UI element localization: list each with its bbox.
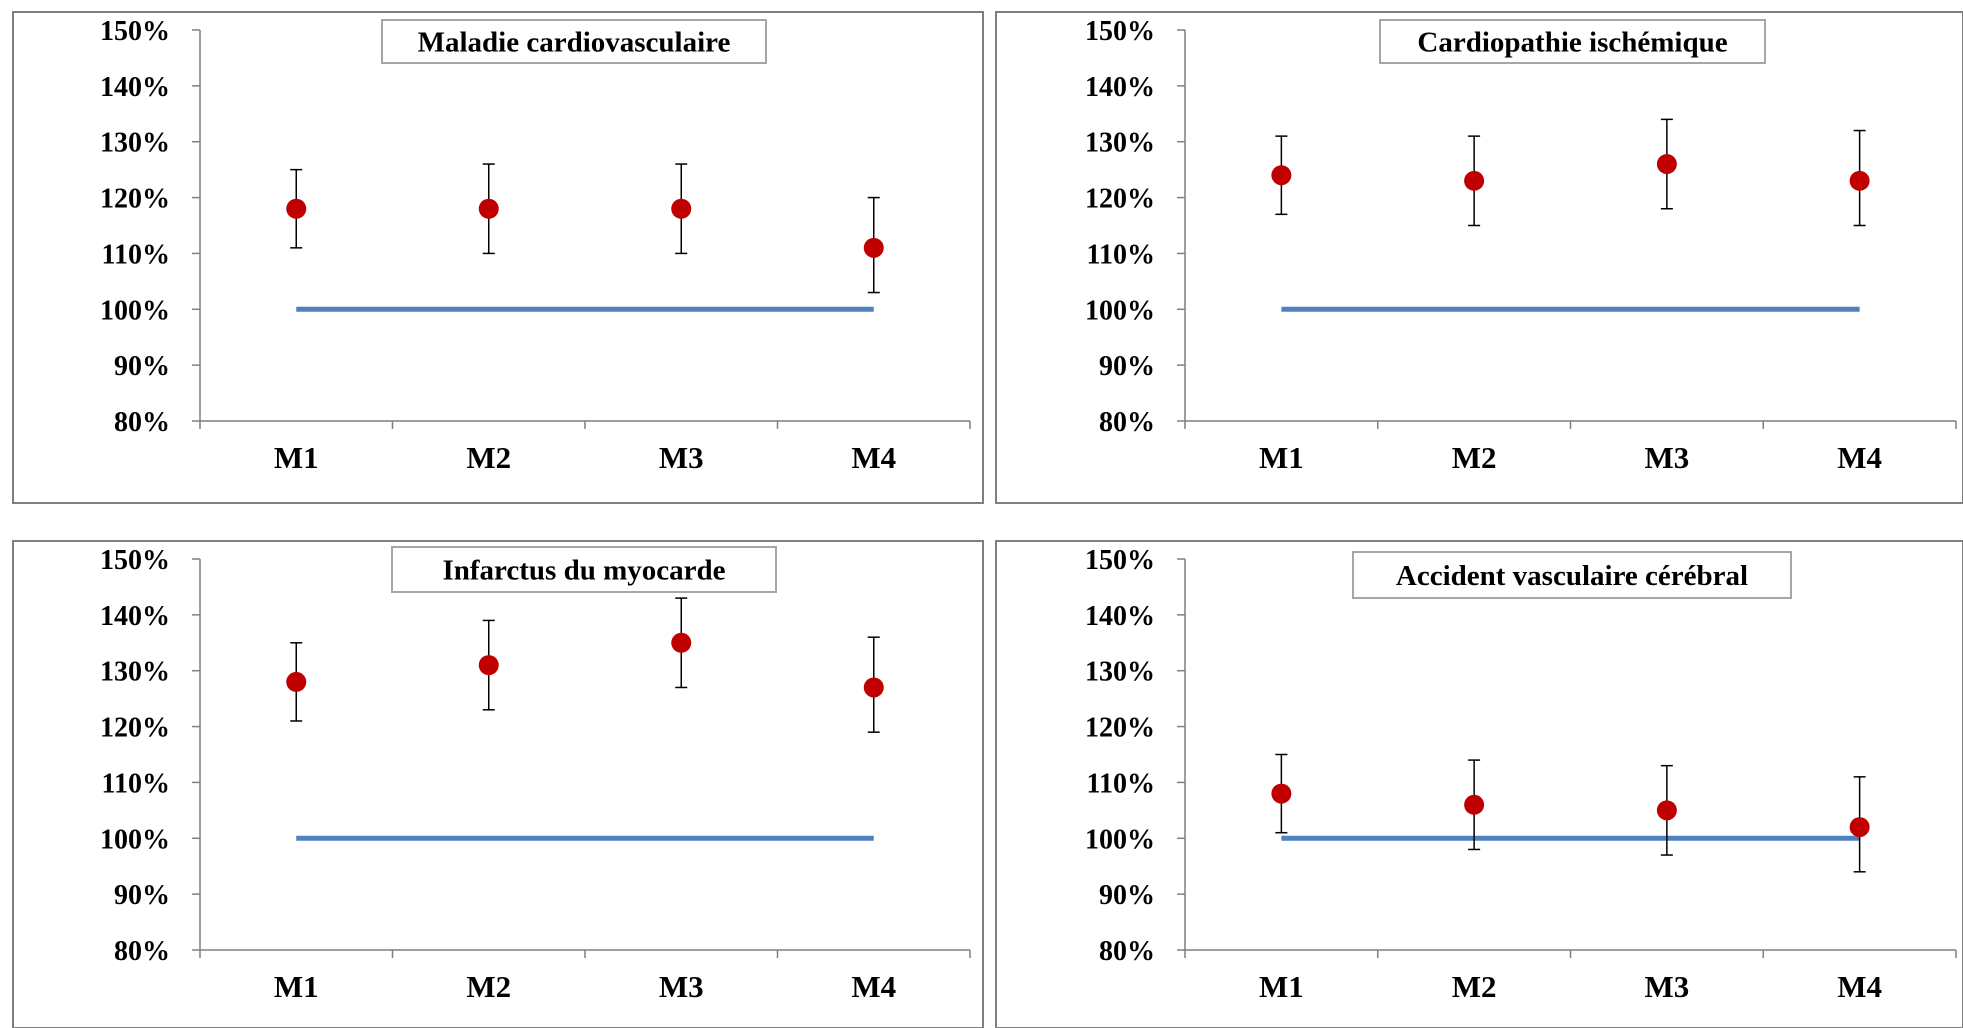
panel-accident-vasculaire-cerebral: 80% 90% 100% 110% 120% 130% 140% 150% M1 M2 M3 M4 Ac… (995, 540, 1963, 1028)
y-tick-label: 100% (100, 824, 170, 855)
y-tick-label: 100% (1085, 295, 1155, 326)
data-point-m1 (286, 198, 307, 219)
y-tick-label: 150% (100, 16, 170, 47)
y-tick-label: 90% (114, 351, 170, 382)
panel-maladie-cardiovasculaire: 80% 90% 100% 110% 120% 130% 140% 150% M1 M2 M3 M4 Ma… (12, 11, 984, 504)
data-point-m2 (478, 198, 499, 219)
x-category-label-m1: M1 (1259, 969, 1304, 1004)
x-category-label-m2: M2 (466, 969, 511, 1004)
y-tick-label: 130% (100, 128, 170, 159)
panel-infarctus-du-myocarde: 80% 90% 100% 110% 120% 130% 140% 150% M1 M2 M3 M4 In… (12, 540, 984, 1028)
data-point-m3 (1656, 800, 1677, 821)
chart-frame (995, 11, 1963, 504)
x-category-label-m4: M4 (1837, 969, 1882, 1004)
data-point-m2 (1464, 170, 1485, 191)
y-tick-label: 130% (1085, 657, 1155, 688)
data-point-m2 (478, 655, 499, 676)
chart-title-box (1352, 551, 1792, 599)
data-point-m2 (1464, 794, 1485, 815)
y-tick-label: 120% (100, 184, 170, 215)
chart-title-box (391, 546, 777, 593)
y-tick-label: 110% (102, 239, 170, 270)
chart-frame (995, 540, 1963, 1028)
chart-title-cardiopathie-ischemique: Cardiopathie ischémique (1417, 27, 1727, 59)
y-tick-label: 110% (1087, 768, 1155, 799)
y-tick-label: 140% (100, 601, 170, 632)
x-category-label-m3: M3 (1644, 969, 1689, 1004)
y-tick-label: 80% (1099, 936, 1155, 967)
x-category-label-m2: M2 (1452, 969, 1497, 1004)
y-tick-label: 110% (102, 768, 170, 799)
y-tick-label: 90% (1099, 351, 1155, 382)
y-tick-label: 80% (114, 936, 170, 967)
y-tick-label: 100% (1085, 824, 1155, 855)
y-tick-label: 120% (1085, 713, 1155, 744)
y-tick-label: 140% (100, 72, 170, 103)
x-category-label-m1: M1 (274, 440, 319, 475)
y-tick-label: 90% (1099, 880, 1155, 911)
data-point-m4 (863, 677, 884, 698)
chart-title-box (381, 19, 767, 64)
panel-cardiopathie-ischemique: 80% 90% 100% 110% 120% 130% 140% 150% M1 M2 M3 M4 Ca… (995, 11, 1963, 504)
data-point-m3 (671, 632, 692, 653)
y-tick-label: 80% (1099, 407, 1155, 438)
x-category-label-m2: M2 (466, 440, 511, 475)
x-category-label-m3: M3 (659, 969, 704, 1004)
chart-title-accident-vasculaire-cerebral: Accident vasculaire cérébral (1396, 560, 1748, 592)
y-tick-label: 120% (100, 713, 170, 744)
y-tick-label: 140% (1085, 72, 1155, 103)
x-category-label-m1: M1 (1259, 440, 1304, 475)
y-tick-label: 140% (1085, 601, 1155, 632)
data-point-m4 (1849, 817, 1870, 838)
data-point-m1 (1271, 783, 1292, 804)
y-tick-label: 110% (1087, 239, 1155, 270)
data-point-m3 (671, 198, 692, 219)
y-tick-label: 120% (1085, 184, 1155, 215)
y-tick-label: 100% (100, 295, 170, 326)
x-category-label-m3: M3 (1644, 440, 1689, 475)
data-point-m3 (1656, 154, 1677, 175)
y-tick-label: 80% (114, 407, 170, 438)
x-category-label-m3: M3 (659, 440, 704, 475)
chart-frame (12, 540, 984, 1028)
x-category-label-m4: M4 (851, 969, 896, 1004)
y-tick-label: 150% (1085, 16, 1155, 47)
y-tick-label: 150% (100, 545, 170, 576)
x-category-label-m4: M4 (851, 440, 896, 475)
y-tick-label: 130% (1085, 128, 1155, 159)
chart-title-maladie-cardiovasculaire: Maladie cardiovasculaire (418, 27, 731, 59)
data-point-m1 (1271, 165, 1292, 186)
data-point-m4 (863, 237, 884, 258)
y-tick-label: 130% (100, 657, 170, 688)
chart-title-infarctus-du-myocarde: Infarctus du myocarde (442, 555, 725, 587)
data-point-m4 (1849, 170, 1870, 191)
y-tick-label: 90% (114, 880, 170, 911)
y-tick-label: 150% (1085, 545, 1155, 576)
data-point-m1 (286, 671, 307, 692)
x-category-label-m2: M2 (1452, 440, 1497, 475)
x-category-label-m1: M1 (274, 969, 319, 1004)
chart-title-box (1379, 19, 1766, 64)
x-category-label-m4: M4 (1837, 440, 1882, 475)
chart-frame (12, 11, 984, 504)
